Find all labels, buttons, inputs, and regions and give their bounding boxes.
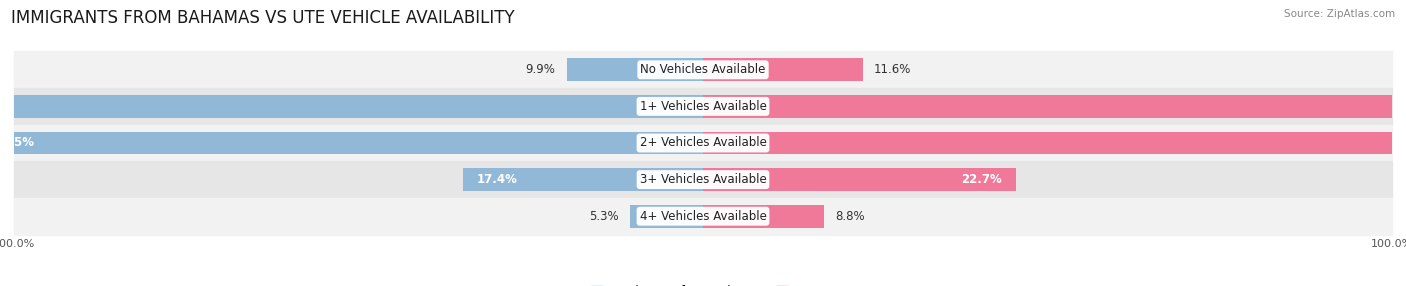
Bar (14, 51, 1392, 88)
Bar (703, 168, 1015, 191)
Bar (703, 58, 863, 81)
Text: 11.6%: 11.6% (875, 63, 911, 76)
Text: 8.8%: 8.8% (835, 210, 865, 223)
Text: 1+ Vehicles Available: 1+ Vehicles Available (640, 100, 766, 113)
Bar (703, 95, 1406, 118)
Bar (14, 88, 1392, 125)
Text: 22.7%: 22.7% (962, 173, 1002, 186)
Bar (703, 205, 824, 228)
Text: Source: ZipAtlas.com: Source: ZipAtlas.com (1284, 9, 1395, 19)
Bar (703, 132, 1406, 154)
Text: 5.3%: 5.3% (589, 210, 619, 223)
Text: 9.9%: 9.9% (526, 63, 555, 76)
Bar (630, 205, 703, 228)
Bar (567, 58, 703, 81)
Text: 3+ Vehicles Available: 3+ Vehicles Available (640, 173, 766, 186)
Bar (0, 132, 703, 154)
Bar (14, 161, 1392, 198)
Text: IMMIGRANTS FROM BAHAMAS VS UTE VEHICLE AVAILABILITY: IMMIGRANTS FROM BAHAMAS VS UTE VEHICLE A… (11, 9, 515, 27)
Text: No Vehicles Available: No Vehicles Available (640, 63, 766, 76)
Text: 2+ Vehicles Available: 2+ Vehicles Available (640, 136, 766, 150)
Legend: Immigrants from Bahamas, Ute: Immigrants from Bahamas, Ute (592, 285, 814, 286)
Bar (463, 168, 703, 191)
Bar (14, 125, 1392, 161)
Text: 4+ Vehicles Available: 4+ Vehicles Available (640, 210, 766, 223)
Bar (14, 198, 1392, 235)
Text: 52.5%: 52.5% (0, 136, 34, 150)
Bar (0, 95, 703, 118)
Text: 17.4%: 17.4% (477, 173, 517, 186)
